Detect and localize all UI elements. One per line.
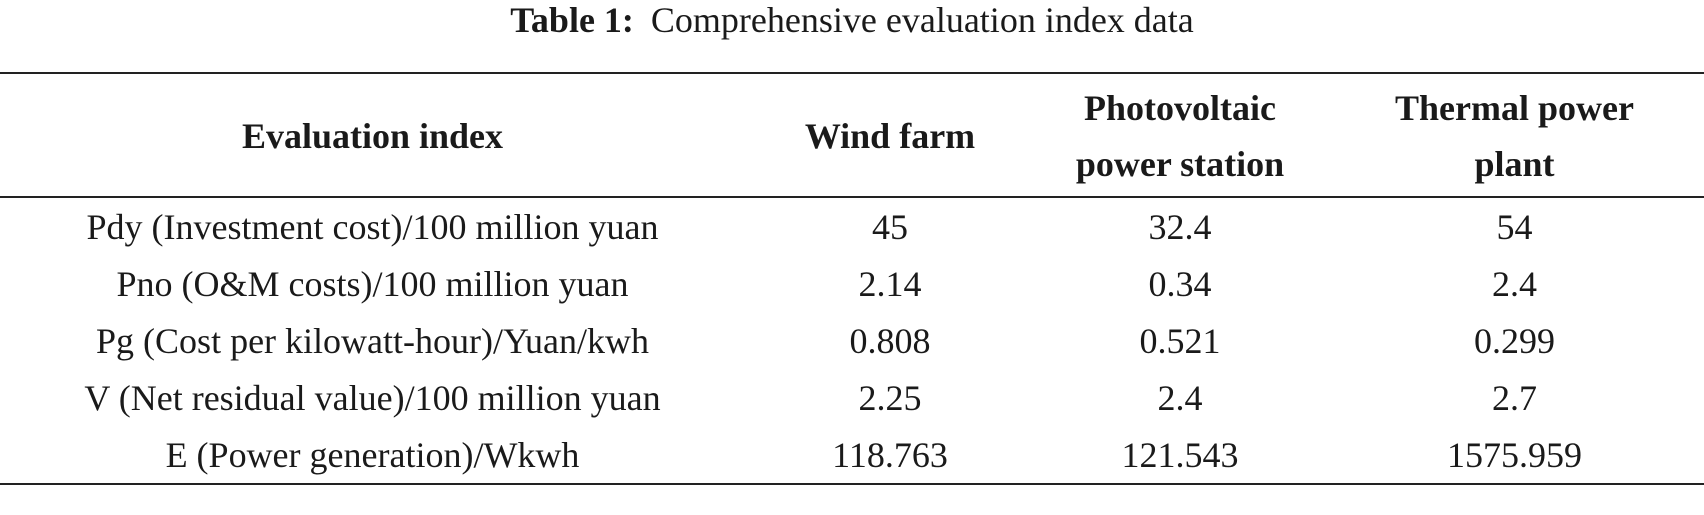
cell-index: Pg (Cost per kilowatt-hour)/Yuan/kwh — [96, 320, 649, 361]
table-row: Pg (Cost per kilowatt-hour)/Yuan/kwh 0.8… — [0, 312, 1704, 369]
cell-pv: 32.4 — [1148, 206, 1212, 247]
cell-thermal: 2.4 — [1492, 263, 1537, 304]
table-row: Pno (O&M costs)/100 million yuan 2.14 0.… — [0, 255, 1704, 312]
header-thermal-power: Thermal power plant — [1325, 73, 1704, 197]
table-header: Evaluation index Wind farm Photovoltaic … — [0, 73, 1704, 197]
cell-index: E (Power generation)/Wkwh — [165, 434, 580, 475]
cell-index: Pdy (Investment cost)/100 million yuan — [86, 206, 659, 247]
cell-wind: 2.14 — [858, 263, 922, 304]
table-caption-label: Table 1: — [510, 0, 634, 40]
cell-wind: 118.763 — [832, 434, 948, 475]
cell-wind: 2.25 — [858, 377, 922, 418]
header-thermal-power-line-1: Thermal power — [1395, 88, 1634, 128]
table-row: V (Net residual value)/100 million yuan … — [0, 369, 1704, 426]
header-photovoltaic-line-1: Photovoltaic — [1084, 88, 1276, 128]
cell-index: Pno (O&M costs)/100 million yuan — [116, 263, 629, 304]
table-caption-text: Comprehensive evaluation index data — [650, 0, 1194, 40]
cell-index: V (Net residual value)/100 million yuan — [84, 377, 661, 418]
cell-pv: 0.34 — [1148, 263, 1212, 304]
cell-pv: 121.543 — [1121, 434, 1239, 475]
header-wind-farm: Wind farm — [745, 73, 1035, 197]
header-evaluation-index-line-1: Evaluation index — [241, 116, 504, 156]
table-body: Pdy (Investment cost)/100 million yuan 4… — [0, 197, 1704, 484]
cell-thermal: 2.7 — [1492, 377, 1537, 418]
header-thermal-power-line-2: plant — [1474, 144, 1555, 184]
cell-thermal: 1575.959 — [1447, 434, 1582, 475]
cell-thermal: 54 — [1496, 206, 1533, 247]
cell-pv: 0.521 — [1139, 320, 1221, 361]
cell-pv: 2.4 — [1157, 377, 1203, 418]
table-caption: Table 1: Comprehensive evaluation index … — [0, 0, 1704, 40]
header-wind-farm-line-1: Wind farm — [804, 116, 976, 156]
header-row: Evaluation index Wind farm Photovoltaic … — [0, 73, 1704, 197]
cell-thermal: 0.299 — [1474, 320, 1555, 361]
table-row: Pdy (Investment cost)/100 million yuan 4… — [0, 197, 1704, 255]
header-photovoltaic-line-2: power station — [1075, 144, 1285, 184]
cell-wind: 0.808 — [849, 320, 931, 361]
header-photovoltaic: Photovoltaic power station — [1035, 73, 1325, 197]
cell-wind: 45 — [872, 206, 908, 247]
evaluation-index-table: Evaluation index Wind farm Photovoltaic … — [0, 72, 1704, 485]
header-evaluation-index: Evaluation index — [0, 73, 745, 197]
table-row: E (Power generation)/Wkwh 118.763 121.54… — [0, 426, 1704, 484]
